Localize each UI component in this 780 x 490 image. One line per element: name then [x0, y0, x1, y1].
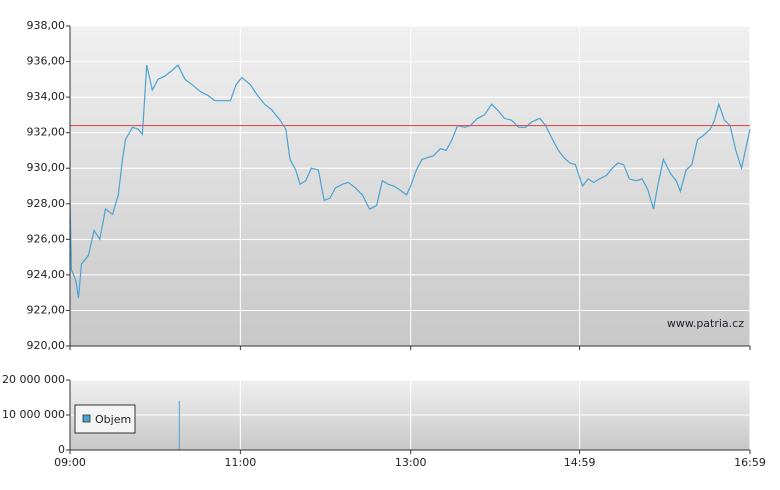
legend-label: Objem [95, 413, 131, 426]
y-tick-label: 932,00 [27, 126, 66, 139]
x-tick-label: 13:00 [395, 456, 427, 469]
y-tick-label: 920,00 [27, 339, 66, 352]
legend-swatch [82, 414, 91, 423]
y-tick-label: 10 000 000 [2, 408, 65, 421]
y-tick-label: 930,00 [27, 161, 66, 174]
y-tick-label: 924,00 [27, 268, 66, 281]
y-tick-label: 926,00 [27, 232, 66, 245]
y-tick-label: 928,00 [27, 197, 66, 210]
x-tick-label: 09:00 [54, 456, 86, 469]
y-tick-label: 0 [58, 443, 65, 456]
x-tick-label: 11:00 [225, 456, 257, 469]
y-tick-label: 922,00 [27, 303, 66, 316]
price-line [69, 64, 751, 299]
x-tick-label: 14:59 [564, 456, 596, 469]
y-tick-label: 936,00 [27, 55, 66, 68]
plot-background [70, 26, 750, 346]
x-tick-label: 16:59 [734, 456, 766, 469]
y-tick-label: 938,00 [27, 19, 66, 32]
watermark: www.patria.cz [667, 317, 744, 330]
y-tick-label: 934,00 [27, 90, 66, 103]
y-tick-label: 20 000 000 [2, 373, 65, 386]
